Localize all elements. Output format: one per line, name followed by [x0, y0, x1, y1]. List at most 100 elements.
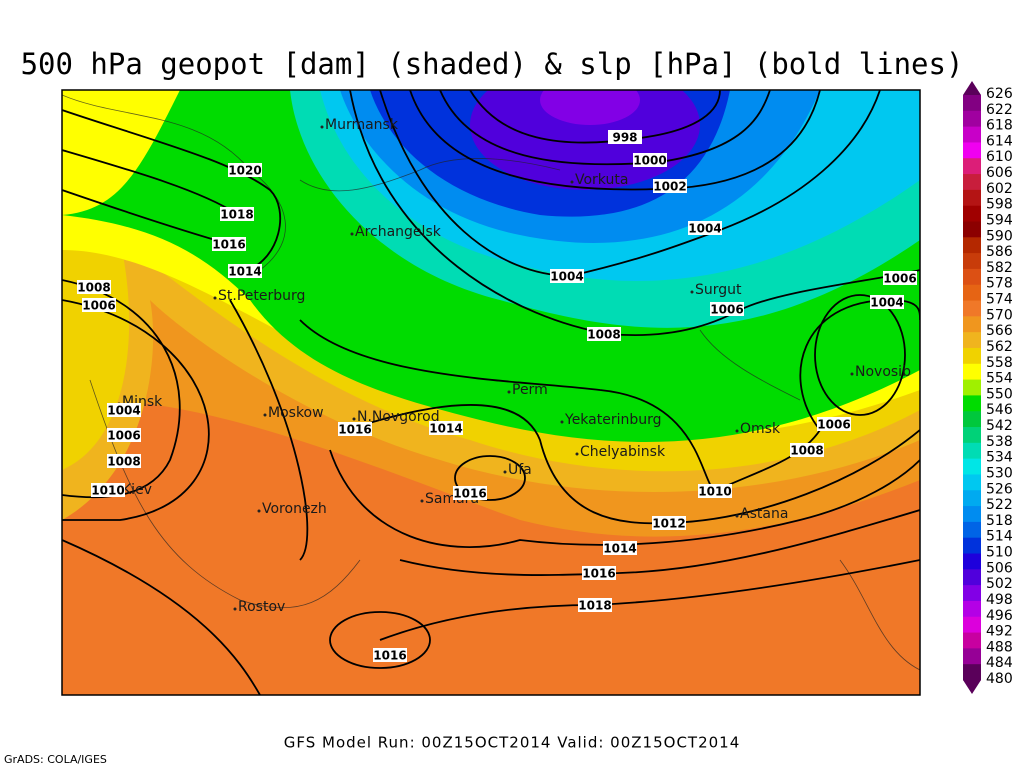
city-dot [735, 429, 739, 433]
colorbar-swatch [963, 110, 981, 128]
isobar-label: 1010 [91, 484, 124, 498]
colorbar-swatch [963, 189, 981, 207]
city-dot [507, 390, 511, 394]
colorbar-swatch [963, 585, 981, 602]
colorbar-swatch [963, 427, 981, 444]
isobar [62, 299, 210, 521]
colorbar-label: 498 [986, 592, 1013, 608]
city-label: Kiev [122, 482, 152, 498]
city-label: St.Peterburg [218, 288, 305, 304]
isobar-label-box [212, 237, 246, 251]
city-label: Voronezh [262, 501, 327, 517]
city-label: Rostov [238, 599, 285, 615]
isobar-label-box [790, 443, 824, 457]
isobar-label: 1006 [107, 429, 140, 443]
colorbar-swatch [963, 300, 981, 317]
colorbar-label: 530 [986, 465, 1013, 481]
city-label: Vorkuta [575, 172, 628, 188]
isobar-label: 1016 [338, 423, 371, 437]
isobar-label: 1012 [652, 517, 685, 531]
city-label: Chelyabinsk [580, 444, 666, 460]
city-label: Omsk [740, 421, 781, 437]
isobar-label-box [550, 269, 584, 283]
isobar-label: 1018 [578, 599, 611, 613]
colorbar-swatch [963, 411, 981, 428]
colorbar-swatch [963, 600, 981, 618]
colorbar-label: 542 [986, 418, 1013, 434]
isobar-label: 1004 [870, 296, 903, 310]
city-label: Astana [740, 506, 788, 522]
colorbar-swatch [963, 395, 981, 412]
colorbar-swatch [963, 347, 981, 365]
isobar-label-box [582, 566, 616, 580]
colorbar-swatch [963, 569, 981, 586]
isobar-label-box [578, 598, 612, 612]
colorbar-label: 496 [986, 608, 1013, 624]
city-dot [350, 232, 354, 236]
isobar-label: 1008 [587, 328, 620, 342]
isobar-label-box [228, 163, 262, 177]
city-dot [213, 296, 217, 300]
colorbar-swatch [963, 474, 981, 491]
isobar-label: 1014 [429, 422, 462, 436]
isobar [349, 403, 920, 525]
colorbar-label: 602 [986, 181, 1013, 197]
colorbar-swatch [963, 237, 981, 254]
credit: GrADS: COLA/IGES [4, 753, 107, 766]
isobar-label-box [698, 484, 732, 498]
city-dot [570, 180, 574, 184]
city-label: Murmansk [325, 117, 399, 133]
field-498 [540, 90, 640, 125]
city-label: Perm [512, 382, 548, 398]
isobar-label: 1004 [550, 270, 583, 284]
isobar-label: 1004 [107, 404, 140, 418]
colorbar-label: 614 [986, 133, 1013, 149]
colorbar-label: 550 [986, 386, 1013, 402]
city-dot [560, 420, 564, 424]
isobar-label-box [633, 153, 667, 167]
colorbar-label: 506 [986, 560, 1013, 576]
colorbar-label: 484 [986, 655, 1013, 671]
isobar-label-box [688, 221, 722, 235]
isobar [814, 294, 906, 416]
colorbar-label: 582 [986, 260, 1013, 276]
isobar-label: 1018 [220, 208, 253, 222]
city-label: Ufa [508, 462, 532, 478]
isobar-label: 1006 [710, 303, 743, 317]
colorbar-swatch [963, 664, 981, 681]
colorbar-bottom-cap [963, 680, 981, 694]
colorbar-swatch [963, 616, 981, 634]
isobar-label: 1006 [82, 299, 115, 313]
isobar-label-box [107, 428, 141, 442]
colorbar-label: 574 [986, 292, 1013, 308]
isobar [329, 611, 431, 669]
colorbar-swatch [963, 268, 981, 286]
isobar-label-box [338, 422, 372, 436]
city-label: N.Novgorod [357, 409, 440, 425]
city-dot [850, 372, 854, 376]
isobar [62, 299, 309, 695]
colorbar-swatch [963, 458, 981, 475]
city-label: Surgut [695, 282, 742, 298]
isobar-label-box [453, 486, 487, 500]
colorbar-swatch [963, 363, 981, 381]
isobar-label: 1008 [77, 281, 110, 295]
isobar-label-box [883, 271, 917, 285]
colorbar-label: 546 [986, 402, 1013, 418]
isobar-label-box [228, 264, 262, 278]
isobar-label: 1020 [228, 164, 261, 178]
colorbar-swatch [963, 158, 981, 175]
isobar-label-box [91, 483, 125, 497]
colorbar-label: 598 [986, 197, 1013, 213]
colorbar-label: 558 [986, 355, 1013, 371]
city-dot [503, 470, 507, 474]
colorbar-swatch [963, 316, 981, 333]
city-dot [575, 452, 579, 456]
isobar-label-box [652, 516, 686, 530]
city-label: Yekaterinburg [564, 412, 662, 428]
colorbar-swatch [963, 379, 981, 396]
colorbar-label: 534 [986, 450, 1013, 466]
isobar-label: 1006 [883, 272, 916, 286]
colorbar-label: 578 [986, 276, 1013, 292]
city-dot [233, 607, 237, 611]
